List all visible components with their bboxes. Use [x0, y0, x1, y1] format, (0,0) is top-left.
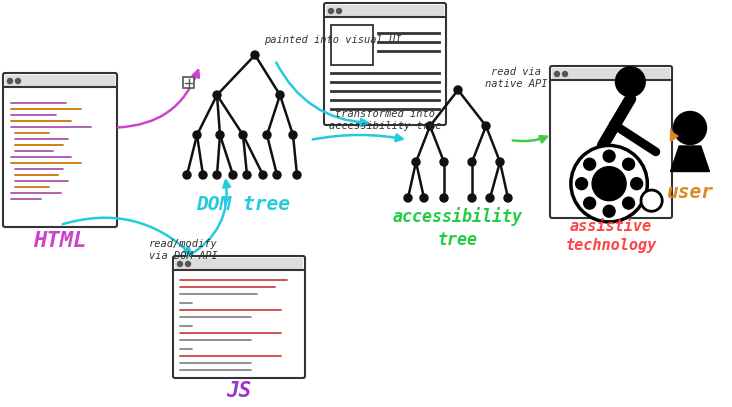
Circle shape — [440, 194, 448, 202]
FancyArrowPatch shape — [512, 136, 547, 142]
Text: HTML: HTML — [33, 231, 87, 251]
Circle shape — [193, 131, 201, 139]
FancyArrowPatch shape — [276, 63, 367, 126]
Circle shape — [404, 194, 412, 202]
Circle shape — [337, 9, 342, 13]
Circle shape — [673, 112, 706, 144]
Circle shape — [426, 122, 434, 130]
Circle shape — [603, 150, 615, 162]
Circle shape — [555, 72, 559, 77]
Circle shape — [603, 205, 615, 217]
Text: painted into visual UI: painted into visual UI — [264, 35, 402, 45]
Circle shape — [329, 9, 334, 13]
Bar — [5, 75, 115, 87]
Circle shape — [468, 194, 476, 202]
Text: JS: JS — [226, 381, 252, 401]
Circle shape — [183, 171, 191, 179]
Circle shape — [216, 131, 224, 139]
Circle shape — [259, 171, 267, 179]
Circle shape — [623, 197, 635, 209]
Circle shape — [623, 158, 635, 170]
Circle shape — [575, 178, 588, 190]
Text: assistive
technology: assistive technology — [565, 219, 657, 254]
FancyBboxPatch shape — [324, 3, 446, 125]
Text: user: user — [667, 184, 714, 203]
Circle shape — [468, 158, 476, 166]
Circle shape — [239, 131, 247, 139]
Circle shape — [289, 131, 297, 139]
Circle shape — [504, 194, 512, 202]
Circle shape — [631, 178, 643, 190]
Circle shape — [7, 79, 12, 83]
Circle shape — [496, 158, 504, 166]
Circle shape — [213, 91, 221, 99]
Bar — [183, 77, 194, 88]
Circle shape — [583, 158, 596, 170]
Circle shape — [486, 194, 494, 202]
Polygon shape — [671, 146, 709, 171]
Circle shape — [583, 197, 596, 209]
FancyBboxPatch shape — [550, 66, 672, 218]
Circle shape — [420, 194, 428, 202]
Circle shape — [177, 262, 182, 267]
Circle shape — [440, 158, 448, 166]
Circle shape — [273, 171, 281, 179]
FancyArrowPatch shape — [118, 70, 199, 127]
Text: accessibility
tree: accessibility tree — [393, 207, 523, 249]
Circle shape — [185, 262, 190, 267]
Circle shape — [592, 167, 626, 201]
Circle shape — [571, 145, 647, 222]
Circle shape — [15, 79, 20, 83]
Circle shape — [616, 67, 645, 96]
Text: transformed into
accessibility tree: transformed into accessibility tree — [329, 109, 441, 131]
Circle shape — [454, 86, 462, 94]
Circle shape — [243, 171, 251, 179]
Circle shape — [229, 171, 237, 179]
Circle shape — [251, 51, 259, 59]
Circle shape — [199, 171, 207, 179]
FancyBboxPatch shape — [3, 73, 117, 227]
Text: DOM tree: DOM tree — [196, 195, 290, 214]
Bar — [326, 5, 444, 17]
Bar — [331, 25, 373, 65]
Circle shape — [293, 171, 301, 179]
Bar — [552, 68, 670, 80]
FancyArrowPatch shape — [63, 218, 191, 254]
FancyArrowPatch shape — [313, 134, 403, 141]
FancyBboxPatch shape — [173, 256, 305, 378]
Text: read via
native API: read via native API — [485, 67, 548, 89]
Circle shape — [263, 131, 271, 139]
FancyArrowPatch shape — [187, 181, 230, 257]
Circle shape — [213, 171, 221, 179]
Circle shape — [562, 72, 567, 77]
Circle shape — [412, 158, 420, 166]
FancyArrowPatch shape — [671, 130, 677, 140]
Text: read/modify
via DOM API: read/modify via DOM API — [149, 239, 217, 261]
Bar — [175, 258, 303, 270]
Circle shape — [276, 91, 284, 99]
Circle shape — [482, 122, 490, 130]
Circle shape — [641, 190, 662, 211]
